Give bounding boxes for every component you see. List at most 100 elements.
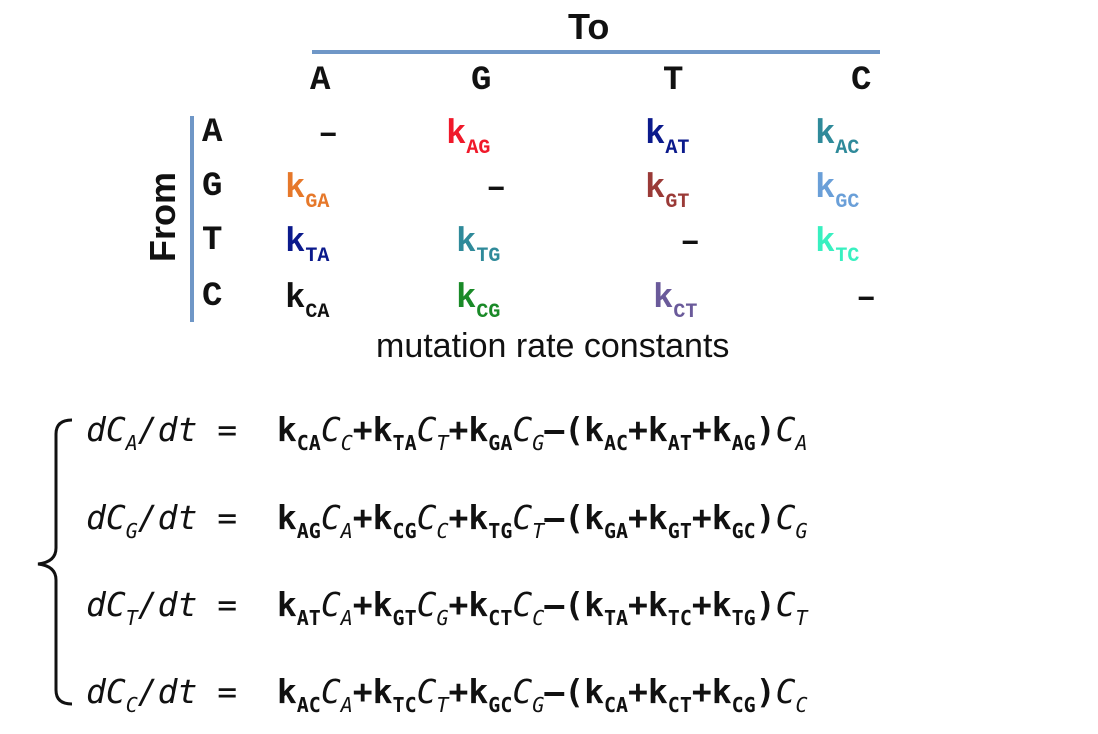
matrix-cell-empty: – (318, 116, 339, 154)
plus-sign: + (352, 585, 373, 624)
concentration-subscript: T (532, 519, 545, 543)
to-label: To (568, 6, 610, 47)
rate-subscript: CG (392, 519, 417, 543)
tail-subscript: G (795, 519, 808, 543)
lhs-subscript: G (125, 519, 138, 543)
tail-concentration: C (775, 410, 796, 449)
rate-subscript: AC (296, 693, 321, 717)
rate-constant: k (711, 585, 732, 624)
matrix-cell-kac: kAC (815, 116, 860, 160)
matrix-cell-kcg: kCG (456, 280, 501, 324)
concentration-subscript: A (340, 606, 353, 630)
tail-subscript: C (795, 693, 808, 717)
minus-sign: – (544, 498, 565, 537)
rate-constant: k (372, 498, 393, 537)
column-header-c: C (851, 62, 872, 100)
matrix-cell-kta: kTA (285, 224, 330, 268)
rate-constant: k (584, 585, 604, 624)
plus-sign: + (691, 585, 712, 624)
matrix-cell-kct: kCT (653, 280, 698, 324)
plus-sign: + (691, 498, 712, 537)
minus-sign: – (544, 410, 565, 449)
concentration: C (320, 672, 341, 711)
rate-constant: k (647, 672, 668, 711)
rate-subscript: CA (603, 693, 629, 717)
equals-sign: = (197, 498, 277, 537)
minus-sign: – (544, 585, 565, 624)
matrix-cell-kga: kGA (285, 170, 330, 214)
row-header-a: A (202, 114, 223, 152)
tail-concentration: C (775, 585, 796, 624)
rate-subscript: GC (488, 693, 513, 717)
lhs-dt: /dt (137, 410, 198, 449)
rate-subscript: CA (296, 431, 321, 455)
plus-sign: + (691, 410, 712, 449)
rate-constant: k (372, 585, 393, 624)
matrix-cell-ktg: kTG (456, 224, 501, 268)
plus-sign: + (448, 498, 469, 537)
from-rule (190, 116, 194, 322)
lhs-concentration: C (105, 672, 126, 711)
equation-a: dCA/dt = kCACC+kTACT+kGACG–(kAC+kAT+kAG)… (86, 410, 808, 470)
rate-constant: k (276, 498, 297, 537)
rate-subscript: CG (731, 693, 756, 717)
rate-subscript: GT (392, 606, 417, 630)
open-paren: ( (564, 410, 585, 449)
rate-subscript: TG (731, 606, 756, 630)
to-rule (312, 50, 880, 54)
rate-subscript: GT (667, 519, 692, 543)
rate-constant: k (468, 410, 489, 449)
concentration-subscript: G (436, 606, 449, 630)
column-header-t: T (663, 62, 684, 100)
plus-sign: + (628, 410, 648, 449)
plus-sign: + (691, 672, 712, 711)
rate-constant: k (468, 498, 489, 537)
matrix-cell-empty: – (856, 280, 877, 318)
concentration: C (416, 498, 437, 537)
rate-constant: k (276, 585, 297, 624)
concentration: C (416, 585, 437, 624)
rate-constant: k (711, 672, 732, 711)
rate-constant: k (276, 410, 297, 449)
rate-subscript: TA (392, 431, 417, 455)
tail-concentration: C (775, 498, 796, 537)
rate-subscript: AT (667, 431, 692, 455)
lhs-concentration: C (105, 410, 126, 449)
rate-constant: k (711, 498, 732, 537)
left-brace-icon (37, 418, 73, 706)
close-paren: ) (755, 672, 776, 711)
matrix-cell-empty: – (486, 170, 507, 208)
matrix-cell-empty: – (680, 224, 701, 262)
rate-subscript: AT (296, 606, 321, 630)
rate-constant: k (276, 672, 297, 711)
rate-subscript: TG (488, 519, 513, 543)
rate-constant: k (372, 410, 393, 449)
concentration: C (512, 498, 533, 537)
column-header-g: G (471, 62, 492, 100)
rate-constant: k (468, 585, 489, 624)
open-paren: ( (564, 672, 585, 711)
matrix-cell-ktc: kTC (815, 224, 860, 268)
row-header-t: T (202, 222, 223, 260)
rate-subscript: CT (667, 693, 692, 717)
matrix-cell-kca: kCA (285, 280, 330, 324)
concentration-subscript: G (532, 693, 545, 717)
rate-subscript: TC (392, 693, 417, 717)
close-paren: ) (755, 585, 776, 624)
concentration-subscript: G (532, 431, 545, 455)
concentration: C (512, 672, 533, 711)
rate-subscript: TC (667, 606, 692, 630)
plus-sign: + (448, 672, 469, 711)
matrix-caption: mutation rate constants (376, 327, 730, 365)
tail-concentration: C (775, 672, 796, 711)
rate-constant: k (647, 585, 668, 624)
lhs-subscript: C (125, 693, 138, 717)
open-paren: ( (564, 585, 585, 624)
concentration-subscript: T (436, 693, 449, 717)
plus-sign: + (352, 672, 373, 711)
concentration-subscript: C (436, 519, 449, 543)
plus-sign: + (352, 498, 373, 537)
equation-t: dCT/dt = kATCA+kGTCG+kCTCC–(kTA+kTC+kTG)… (86, 585, 808, 645)
rate-constant: k (372, 672, 393, 711)
close-paren: ) (755, 410, 776, 449)
